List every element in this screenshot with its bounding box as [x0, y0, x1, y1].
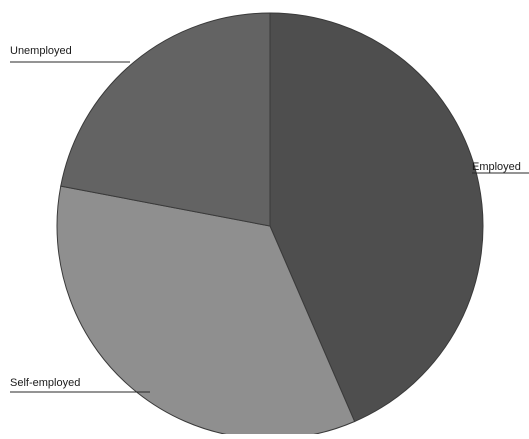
slice-label-employed: Employed	[472, 161, 521, 173]
label-leader-lines	[10, 61, 529, 393]
pie-slice-unemployed	[60, 12, 271, 227]
slice-labels: Employed Self-employed Unemployed	[10, 45, 521, 389]
pie-slice-employed	[269, 12, 484, 423]
pie-slices	[56, 12, 484, 439]
slice-label-unemployed: Unemployed	[10, 45, 72, 57]
slice-label-self-employed: Self-employed	[10, 377, 80, 389]
